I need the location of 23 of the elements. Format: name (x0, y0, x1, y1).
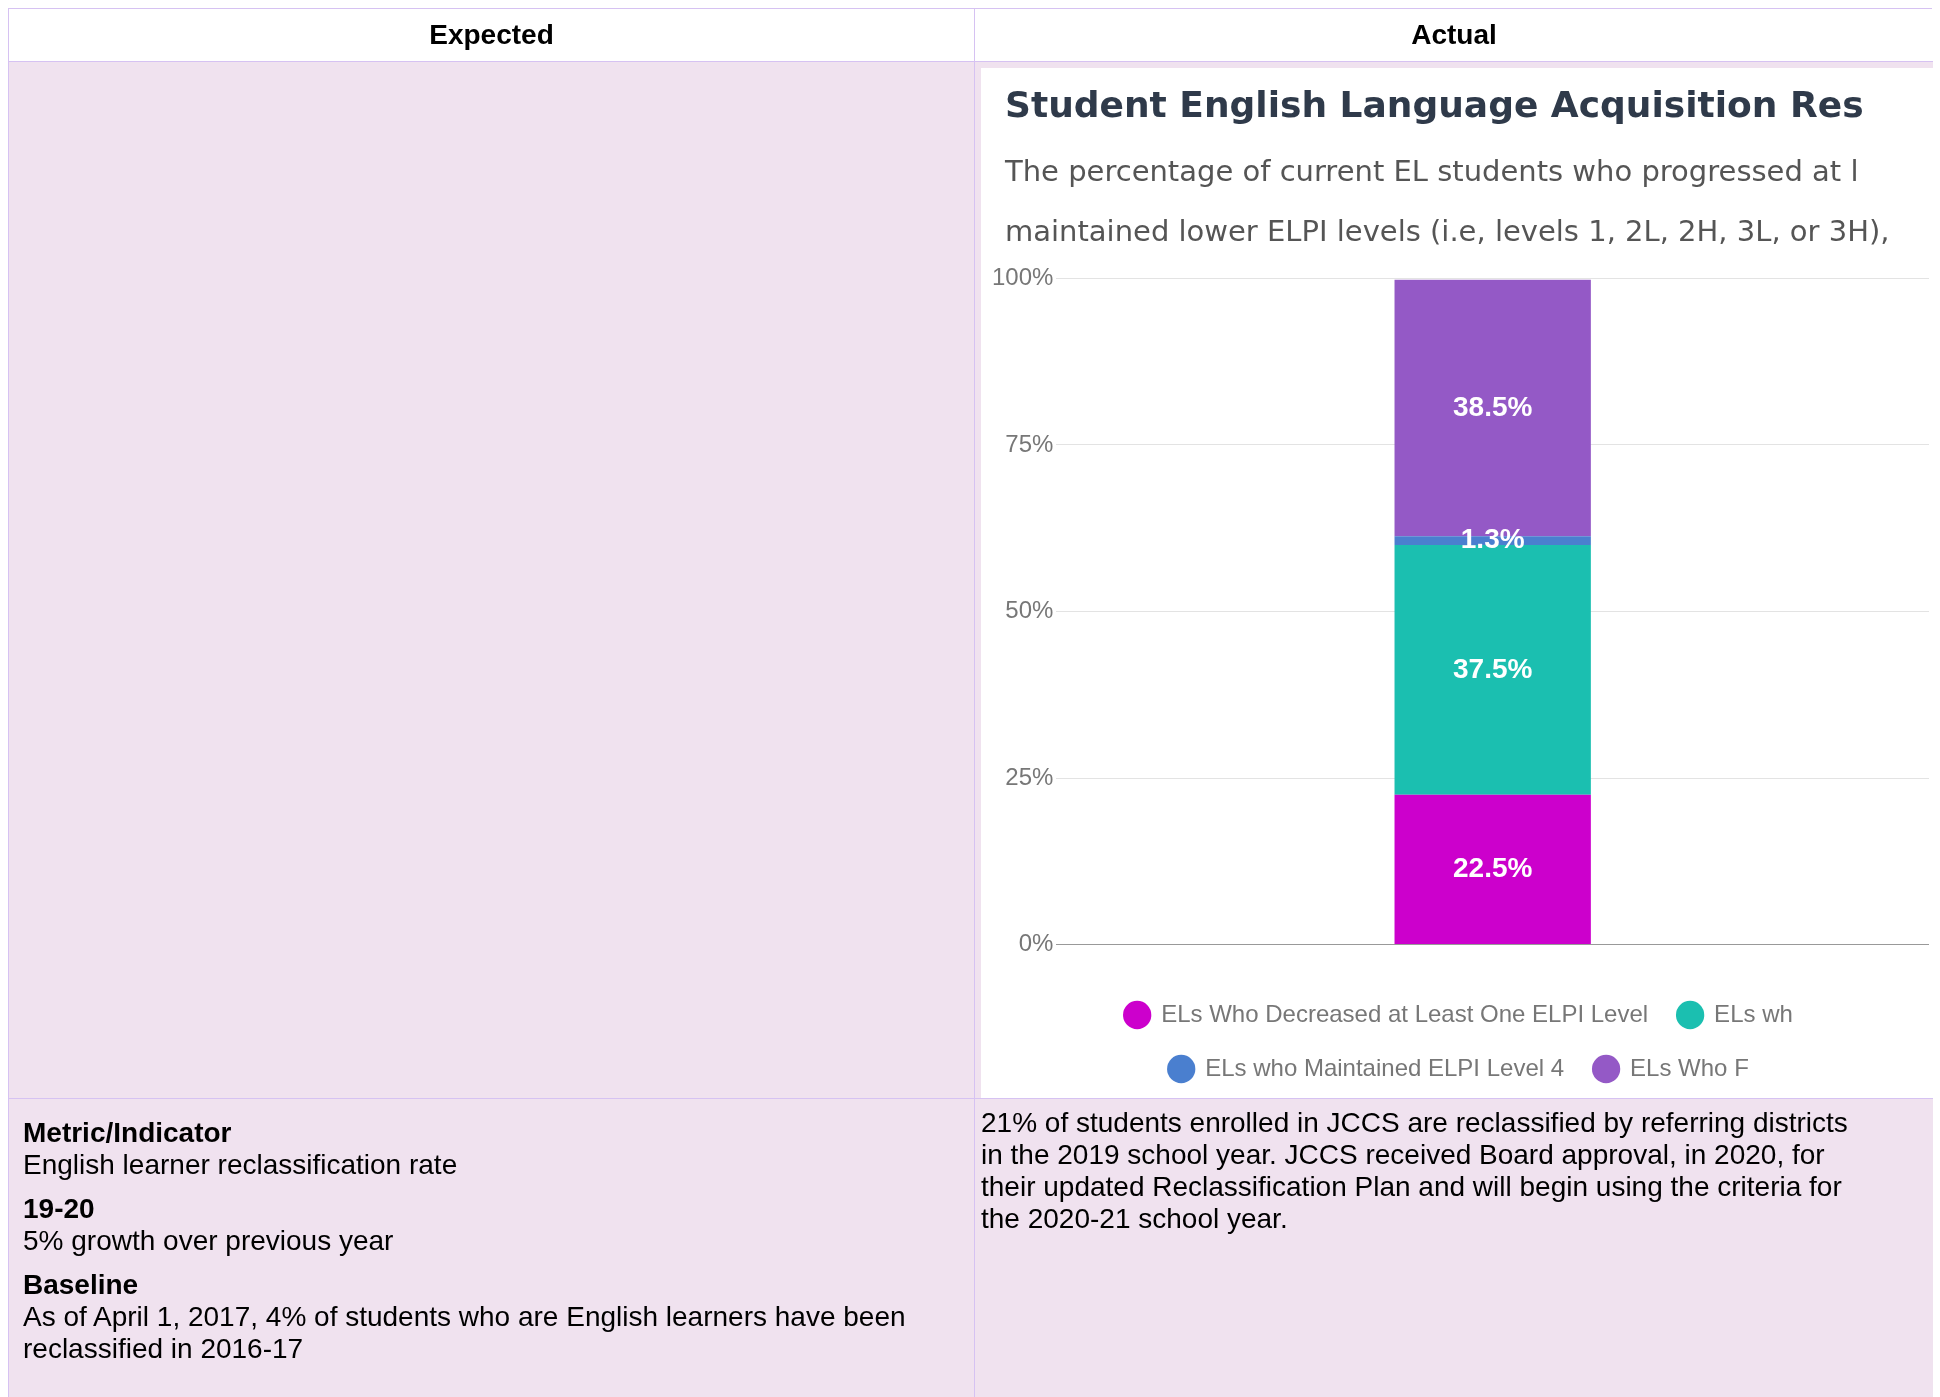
text: Baseline (23, 1269, 140, 1301)
y-tick-label: 100% (991, 263, 1054, 291)
text: Actual (975, 9, 1933, 62)
data-label: 22.5% (1452, 852, 1533, 884)
y-tick-label: 50% (1005, 596, 1054, 624)
legend-label: ELs Who Decreased at Least One ELPI Level (1161, 999, 1649, 1027)
text: Metric/Indicator (23, 1117, 233, 1149)
y-tick-label: 0% (1018, 929, 1054, 957)
legend-label: ELs who Maintained ELPI Level 4 (1205, 1053, 1565, 1081)
text: 19-20 (23, 1193, 96, 1225)
chart-title: Student English Language Acquisition Res (1004, 83, 1865, 125)
text: 5% growth over previous year (23, 1225, 395, 1257)
y-tick-label: 25% (1005, 762, 1054, 790)
legend-label: ELs Who F (1630, 1053, 1749, 1081)
data-label: 1.3% (1460, 523, 1525, 555)
y-tick-label: 75% (1005, 429, 1054, 457)
text: English learner reclassification rate (23, 1149, 459, 1181)
data-label: 37.5% (1452, 652, 1533, 684)
text: Expected (9, 9, 975, 62)
legend-label: ELs wh (1714, 999, 1793, 1027)
text: As of April 1, 2017, 4% of students who are English learners have been reclassified in 2016-17 (23, 1301, 907, 1365)
data-label: 38.5% (1452, 390, 1533, 422)
chart-subtitle: The percentage of current EL students who progressed at l maintained lower ELPI levels (i.e, levels 1, 2L, 2H, 3L, or 3H), (1004, 153, 1891, 250)
